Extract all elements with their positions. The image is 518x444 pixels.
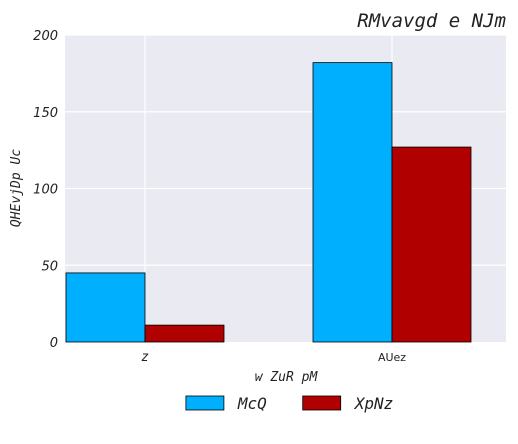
bar-McQ-AUez	[313, 63, 392, 342]
legend-swatch-McQ	[186, 396, 224, 410]
x-tick-label: z	[141, 350, 149, 365]
x-tick-labels: z AUez	[141, 350, 406, 365]
y-tick-label: 200	[33, 29, 58, 44]
legend: McQ XpNz	[186, 394, 393, 413]
x-axis-label: w ZuR pM	[255, 370, 319, 385]
legend-label-McQ: McQ	[237, 394, 267, 413]
y-tick-label: 100	[33, 183, 58, 198]
y-tick-labels: 0 50 100 150 200	[33, 29, 58, 351]
bar-McQ-z	[66, 273, 145, 342]
chart-title: RMvavgd e NJm	[357, 10, 506, 32]
x-tick-label: AUez	[378, 351, 406, 364]
legend-label-XpNz: XpNz	[354, 394, 394, 413]
y-tick-label: 0	[50, 336, 58, 351]
legend-swatch-XpNz	[303, 396, 341, 410]
y-tick-label: 150	[33, 106, 58, 121]
y-tick-label: 50	[41, 259, 58, 274]
y-axis-label: QHEvjDp Uc	[9, 149, 24, 227]
bar-XpNz-AUez	[392, 147, 471, 342]
bar-XpNz-z	[145, 325, 224, 342]
